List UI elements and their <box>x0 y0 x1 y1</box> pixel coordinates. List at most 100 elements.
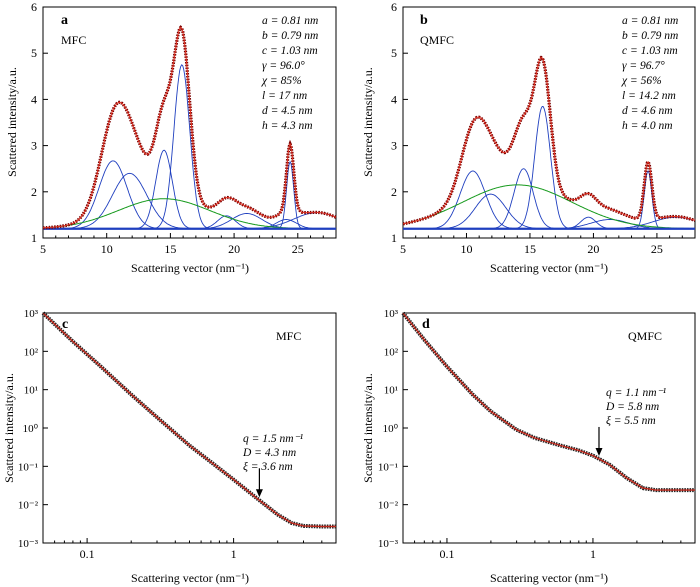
param-list-b: a = 0.81 nm b = 0.79 nm c = 1.03 nm γ = … <box>621 15 678 132</box>
arrow-head <box>255 489 263 498</box>
amorphous-curve <box>43 198 336 230</box>
x-axis-label-c: Scattering vector (nm⁻¹) <box>131 571 249 585</box>
panel-c: 0.1 1 10⁻³ 10⁻² 10⁻¹ 10⁰ 10¹ 10² 10³ c MFC q = 1… <box>2 308 337 585</box>
x-axis-label-b: Scattering vector (nm⁻¹) <box>490 261 608 275</box>
plot-frame-a <box>42 6 337 239</box>
y-tick-label: 5 <box>31 46 37 60</box>
panel-letter-a: a <box>61 13 68 28</box>
x-tick-label: 15 <box>524 242 536 256</box>
y-tick-label: 5 <box>391 46 397 60</box>
param-list-c: q = 1.5 nm⁻¹ D = 4.3 nm ξ = 3.6 nm <box>242 433 304 473</box>
arrow-head <box>595 447 603 456</box>
x-tick-label: 10 <box>460 242 472 256</box>
param-list-a: a = 0.81 nm b = 0.79 nm c = 1.03 nm γ = … <box>261 15 318 132</box>
param-line: a = 0.81 nm <box>622 15 678 27</box>
param-line: c = 1.03 nm <box>622 45 678 57</box>
fitted-peak-curve <box>43 160 336 230</box>
ticks-c: 0.1 1 10⁻³ 10⁻² 10⁻¹ 10⁰ 10¹ 10² 10³ <box>18 308 337 561</box>
y-tick-label: 3 <box>391 139 397 153</box>
y-tick-label: 10⁻¹ <box>18 461 38 473</box>
y-tick-label: 10² <box>24 346 39 358</box>
y-tick-label: 10³ <box>24 308 39 320</box>
y-tick-label: 6 <box>31 0 37 14</box>
arrow-c <box>255 468 263 498</box>
y-axis-label-c: Scattered intensity/a.u. <box>2 373 16 483</box>
y-tick-label: 10⁻³ <box>18 538 39 550</box>
arrow-d <box>595 426 603 456</box>
sample-label-c: MFC <box>276 329 301 343</box>
param-line: h = 4.3 nm <box>262 120 313 132</box>
ticks-d: 0.1 1 10⁻³ 10⁻² 10⁻¹ 10⁰ 10¹ 10² 10³ <box>378 308 696 561</box>
param-line: D = 5.8 nm <box>605 401 659 413</box>
x-axis-label-a: Scattering vector (nm⁻¹) <box>131 261 249 275</box>
ticks-b: 5 10 15 20 25 1 2 3 4 5 6 <box>391 0 683 256</box>
fit-curve <box>42 312 336 528</box>
x-tick-label: 5 <box>40 242 46 256</box>
x-tick-label: 1 <box>231 547 237 561</box>
param-line: c = 1.03 nm <box>262 45 318 57</box>
y-tick-label: 10¹ <box>24 385 38 397</box>
param-line: d = 4.5 nm <box>262 105 313 117</box>
sample-label-a: MFC <box>61 33 86 47</box>
fit-curve <box>402 312 695 491</box>
x-tick-label: 10 <box>101 242 113 256</box>
y-axis-label-b: Scattered intensity/a.u. <box>361 67 375 177</box>
panel-letter-b: b <box>420 13 428 28</box>
y-tick-label: 10⁻² <box>18 500 39 512</box>
y-tick-label: 10⁻¹ <box>378 461 398 473</box>
param-line: γ = 96.0° <box>262 60 305 72</box>
x-axis-label-d: Scattering vector (nm⁻¹) <box>490 571 608 585</box>
x-tick-label: 1 <box>590 547 596 561</box>
param-line: q = 1.5 nm⁻¹ <box>243 433 304 445</box>
y-axis-label-a: Scattered intensity/a.u. <box>5 67 19 177</box>
marks-d <box>401 311 695 493</box>
panel-letter-c: c <box>62 317 68 332</box>
param-line: χ = 56% <box>621 75 662 87</box>
sample-label-b: QMFC <box>420 33 454 47</box>
ticks-a: 5 10 15 20 25 1 2 3 4 5 6 <box>31 0 324 256</box>
param-line: l = 14.2 nm <box>622 90 676 102</box>
plot-frame-d <box>402 312 696 544</box>
x-tick-label: 5 <box>400 242 406 256</box>
param-line: ξ = 3.6 nm <box>243 460 293 473</box>
sample-label-d: QMFC <box>628 329 662 343</box>
marks-c <box>41 311 336 529</box>
panel-letter-d: d <box>422 317 430 332</box>
y-tick-label: 3 <box>31 139 37 153</box>
param-line: b = 0.79 nm <box>262 30 318 42</box>
param-line: h = 4.0 nm <box>622 120 673 132</box>
x-tick-label: 0.1 <box>80 547 95 561</box>
panel-d: 0.1 1 10⁻³ 10⁻² 10⁻¹ 10⁰ 10¹ 10² 10³ d QMFC q = … <box>361 308 696 585</box>
y-tick-label: 4 <box>391 92 397 106</box>
param-line: d = 4.6 nm <box>622 105 673 117</box>
x-tick-label: 20 <box>587 242 599 256</box>
param-list-d: q = 1.1 nm⁻¹ D = 5.8 nm ξ = 5.5 nm <box>605 387 667 427</box>
x-tick-label: 25 <box>292 242 304 256</box>
x-tick-label: 25 <box>651 242 663 256</box>
marks-b <box>402 55 696 230</box>
param-line: a = 0.81 nm <box>262 15 318 27</box>
plot-frame-c <box>42 312 337 544</box>
param-line: D = 4.3 nm <box>242 447 296 459</box>
x-tick-label: 15 <box>164 242 176 256</box>
param-line: l = 17 nm <box>262 90 307 102</box>
y-tick-label: 1 <box>31 231 37 245</box>
y-tick-label: 1 <box>391 231 397 245</box>
y-tick-label: 10⁻³ <box>378 538 399 550</box>
x-tick-label: 20 <box>228 242 240 256</box>
param-line: γ = 96.7° <box>622 60 665 72</box>
y-tick-label: 2 <box>391 185 397 199</box>
amorphous-curve <box>402 184 695 229</box>
panel-b: 5 10 15 20 25 1 2 3 4 5 6 b QMFC a = 0.81 nm b = 0… <box>361 0 696 275</box>
param-line: ξ = 5.5 nm <box>606 414 656 427</box>
y-tick-label: 10⁰ <box>23 423 39 435</box>
y-tick-label: 2 <box>31 185 37 199</box>
param-line: b = 0.79 nm <box>622 30 678 42</box>
plot-frame-b <box>402 6 696 239</box>
total-fit-curve <box>43 26 337 229</box>
param-line: χ = 85% <box>261 75 302 87</box>
y-tick-label: 10² <box>384 346 399 358</box>
y-tick-label: 6 <box>391 0 397 14</box>
marks-a <box>43 25 337 230</box>
